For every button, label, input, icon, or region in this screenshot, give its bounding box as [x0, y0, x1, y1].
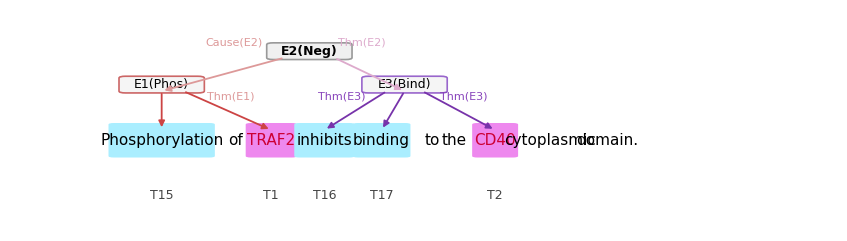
FancyBboxPatch shape — [246, 123, 297, 158]
Text: T17: T17 — [370, 189, 393, 202]
FancyBboxPatch shape — [352, 123, 411, 158]
Text: TRAF2: TRAF2 — [247, 133, 296, 148]
Text: Thm(E1): Thm(E1) — [207, 92, 254, 102]
Text: to: to — [424, 133, 440, 148]
Text: binding: binding — [353, 133, 410, 148]
Text: E3(Bind): E3(Bind) — [378, 78, 431, 91]
Text: the: the — [441, 133, 467, 148]
Text: of: of — [228, 133, 242, 148]
Text: E1(Phos): E1(Phos) — [134, 78, 189, 91]
Text: T1: T1 — [263, 189, 280, 202]
Text: CD40: CD40 — [474, 133, 516, 148]
FancyBboxPatch shape — [119, 76, 204, 93]
Text: Cause(E2): Cause(E2) — [205, 38, 263, 48]
Text: Thm(E3): Thm(E3) — [440, 92, 487, 102]
FancyBboxPatch shape — [108, 123, 215, 158]
Text: E2(Neg): E2(Neg) — [281, 45, 338, 58]
Text: T16: T16 — [313, 189, 336, 202]
FancyBboxPatch shape — [362, 76, 447, 93]
Text: T2: T2 — [487, 189, 503, 202]
FancyBboxPatch shape — [294, 123, 355, 158]
Text: Phosphorylation: Phosphorylation — [100, 133, 224, 148]
Text: Thm(E3): Thm(E3) — [318, 92, 366, 102]
FancyBboxPatch shape — [472, 123, 518, 158]
FancyBboxPatch shape — [267, 43, 352, 60]
Text: cytoplasmic: cytoplasmic — [504, 133, 595, 148]
Text: Thm(E2): Thm(E2) — [338, 38, 385, 48]
Text: inhibits: inhibits — [296, 133, 352, 148]
Text: domain.: domain. — [576, 133, 638, 148]
Text: T15: T15 — [150, 189, 174, 202]
